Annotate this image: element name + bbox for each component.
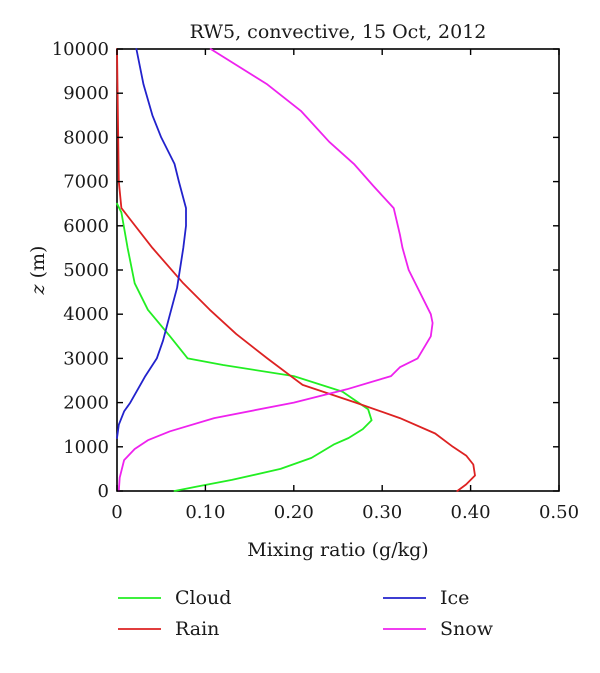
x-axis: 0 0.10 0.20 0.30 0.40 0.50 — [111, 49, 579, 523]
series-line-ice — [116, 48, 187, 439]
y-tick-label: 2000 — [63, 393, 109, 414]
y-axis: 0 1000 2000 3000 4000 5000 6000 7000 8000 9000 100… — [52, 39, 559, 502]
chart-title: RW5, convective, 15 Oct, 2012 — [190, 21, 487, 43]
x-tick-label: 0.20 — [274, 502, 314, 523]
y-tick-label: 4000 — [63, 304, 109, 325]
series-layer — [116, 48, 476, 492]
x-tick-label: 0.50 — [539, 502, 579, 523]
series-line-cloud — [116, 202, 373, 492]
x-axis-label: Mixing ratio (g/kg) — [247, 539, 428, 561]
y-tick-label: 1000 — [63, 437, 109, 458]
legend-label-snow: Snow — [440, 618, 494, 640]
y-tick-label: 8000 — [63, 127, 109, 148]
x-tick-label: 0.40 — [451, 502, 491, 523]
x-tick-label: 0.10 — [185, 502, 225, 523]
y-axis-label-variable: z — [27, 283, 49, 295]
y-tick-label: 10000 — [52, 39, 109, 60]
x-tick-label: 0.30 — [362, 502, 402, 523]
y-axis-label-unit: (m) — [27, 246, 49, 285]
legend-label-ice: Ice — [440, 587, 469, 609]
series-line-rain — [116, 48, 476, 492]
y-tick-label: 3000 — [63, 348, 109, 369]
plot-area — [116, 48, 560, 492]
legend-label-rain: Rain — [175, 618, 219, 640]
x-tick-label: 0 — [111, 502, 122, 523]
y-tick-label: 7000 — [63, 172, 109, 193]
legend: Cloud Rain Ice Snow — [118, 587, 494, 640]
legend-label-cloud: Cloud — [175, 587, 231, 609]
series-line-snow — [117, 48, 434, 492]
plot-frame — [116, 48, 560, 492]
y-tick-label: 0 — [98, 481, 109, 502]
y-tick-label: 9000 — [63, 83, 109, 104]
y-tick-label: 6000 — [63, 216, 109, 237]
y-tick-label: 5000 — [63, 260, 109, 281]
y-axis-label: z (m) — [27, 246, 49, 296]
